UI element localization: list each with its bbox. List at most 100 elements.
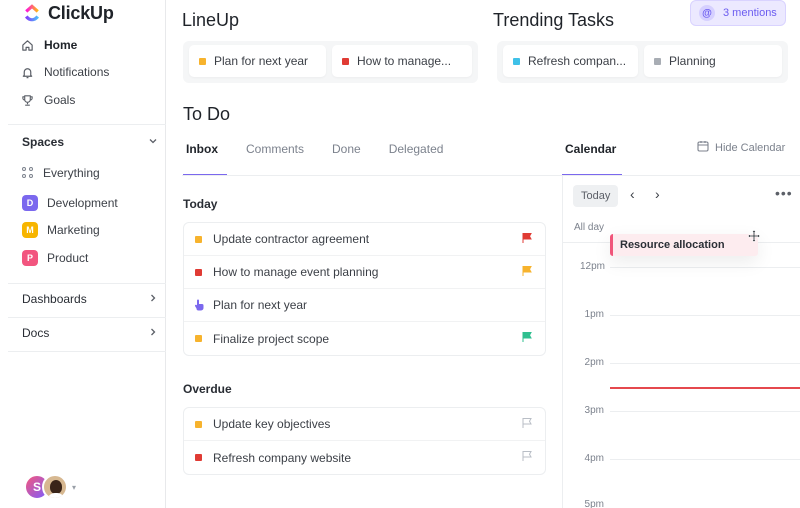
clickup-logo-icon [25,4,39,22]
hour-line [610,459,800,460]
lineup-card-label: Plan for next year [214,54,309,68]
trending-card-label: Refresh compan... [528,54,627,68]
today-button[interactable]: Today [573,185,619,207]
trending-cards: Refresh compan... Planning [497,41,788,83]
calendar-event[interactable]: Resource allocation [610,234,758,256]
bell-icon [20,65,34,79]
status-square [195,454,202,461]
grid-icon [22,167,34,179]
sidebar-divider [8,283,166,284]
todo-tabs: Inbox Comments Done Delegated [183,140,468,176]
clickup-logo[interactable]: ClickUp [22,2,114,24]
hide-calendar-label: Hide Calendar [715,141,786,154]
chevron-left-icon[interactable]: ‹ [630,186,635,202]
chevron-right-icon[interactable]: › [655,186,660,202]
nav-goals-label: Goals [44,93,76,107]
space-label: Marketing [47,223,100,237]
caret-down-icon: ▾ [72,482,77,492]
task-row[interactable]: Refresh company website [184,441,545,474]
mentions-button[interactable]: @ 3 mentions [690,0,786,26]
panel-divider [562,176,563,508]
task-name: Update key objectives [213,417,331,431]
hour-line [610,315,800,316]
user-menu[interactable]: S ▾ [24,474,76,500]
status-square [342,57,349,65]
status-square [513,57,520,65]
group-overdue-label: Overdue [183,382,232,396]
tab-done[interactable]: Done [332,142,361,156]
group-today-label: Today [183,197,218,211]
tab-delegated[interactable]: Delegated [388,142,444,156]
lineup-card[interactable]: Plan for next year [189,45,326,77]
more-options-icon[interactable]: ••• [775,185,793,201]
hour-line [610,363,800,364]
hour-label: 3pm [584,405,604,416]
flag-icon[interactable] [521,232,533,247]
hour-label: 2pm [584,357,604,368]
docs-header[interactable]: Docs [22,323,158,343]
hour-label: 1pm [584,309,604,320]
overdue-task-list: Update key objectives Refresh company we… [183,407,546,475]
trending-card[interactable]: Planning [644,45,782,77]
chevron-right-icon [148,292,158,306]
move-cursor-icon [747,229,761,243]
task-row[interactable]: Plan for next year [184,289,545,322]
status-square [654,57,661,65]
tab-calendar[interactable]: Calendar [562,140,623,176]
hide-calendar-button[interactable]: Hide Calendar [697,140,785,155]
hand-pointer-icon [194,299,204,311]
spaces-header[interactable]: Spaces [22,132,158,152]
spaces-label: Spaces [22,135,65,149]
sidebar-divider [8,351,166,352]
flag-icon[interactable] [521,331,533,346]
calendar-tabs: Calendar [562,140,638,176]
space-development[interactable]: D Development [22,193,118,213]
lineup-cards: Plan for next year How to manage... [183,41,478,83]
task-row[interactable]: Finalize project scope [184,322,545,355]
task-row[interactable]: Update key objectives [184,408,545,441]
flag-outline-icon[interactable] [521,450,533,465]
docs-label: Docs [22,326,50,340]
flag-outline-icon[interactable] [521,417,533,432]
tab-comments[interactable]: Comments [246,142,305,156]
sidebar-divider [8,317,166,318]
brand-name: ClickUp [48,2,114,23]
avatar-photo [42,474,68,500]
task-row[interactable]: How to manage event planning [184,256,545,289]
space-everything[interactable]: Everything [22,163,100,183]
lineup-card-label: How to manage... [357,54,452,68]
task-name: Update contractor agreement [213,232,370,246]
nav-home[interactable]: Home [20,34,77,56]
today-task-list: Update contractor agreement How to manag… [183,222,546,356]
tab-inbox[interactable]: Inbox [183,140,227,176]
trending-card[interactable]: Refresh compan... [503,45,638,77]
chevron-right-icon [148,326,158,340]
nav-notifications-label: Notifications [44,65,110,79]
everything-label: Everything [43,166,100,180]
trending-card-label: Planning [669,54,716,68]
tabs-divider [182,175,800,176]
status-square [195,235,202,243]
lineup-card[interactable]: How to manage... [332,45,472,77]
space-product[interactable]: P Product [22,248,88,268]
hour-line [610,411,800,412]
nav-notifications[interactable]: Notifications [20,61,109,83]
dashboards-header[interactable]: Dashboards [22,289,158,309]
space-marketing[interactable]: M Marketing [22,220,100,240]
task-row[interactable]: Update contractor agreement [184,223,545,256]
nav-goals[interactable]: Goals [20,89,75,111]
space-badge: M [22,222,38,238]
nav-home-label: Home [44,38,78,52]
flag-icon[interactable] [521,265,533,280]
at-icon: @ [699,5,715,21]
status-square [199,57,206,65]
space-label: Development [47,196,118,210]
status-square [195,335,202,342]
calendar-icon [697,140,709,155]
trophy-icon [20,93,34,107]
hour-label: 12pm [580,261,606,272]
task-name: How to manage event planning [213,265,379,279]
home-icon [20,38,34,52]
mentions-label: 3 mentions [723,7,777,19]
status-square [195,420,202,428]
